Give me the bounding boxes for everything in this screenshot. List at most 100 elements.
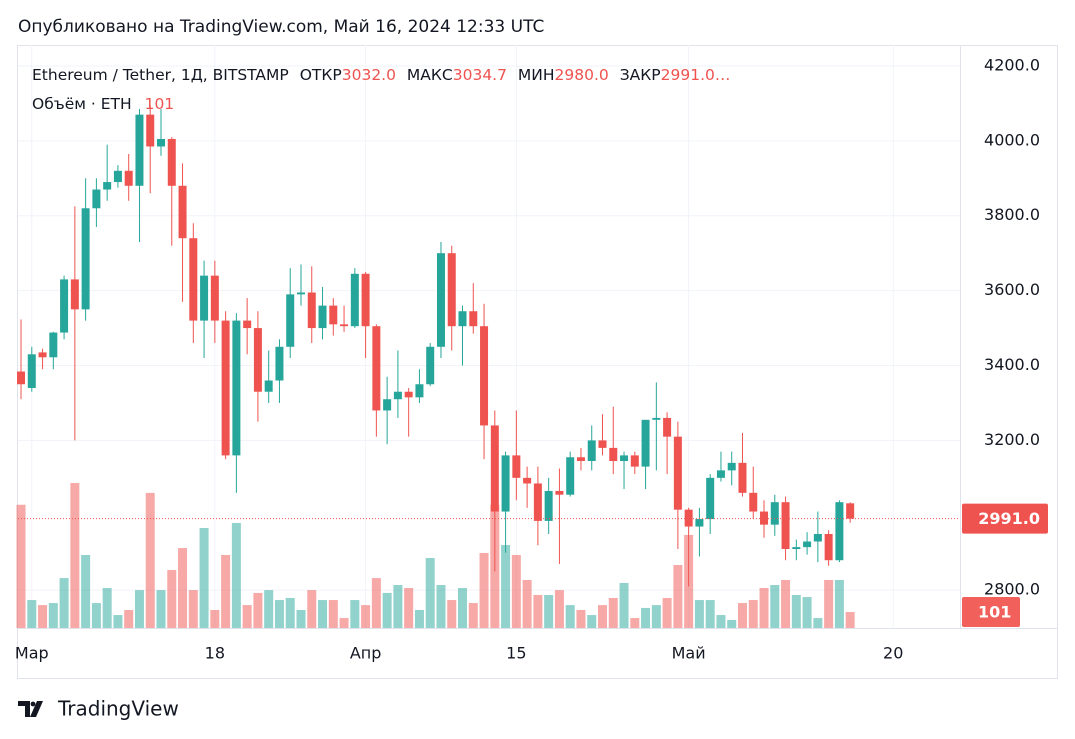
candle-body <box>835 502 844 561</box>
candle-body <box>803 541 812 548</box>
candle-body <box>684 509 693 527</box>
y-tick-label: 3600.0 <box>984 280 1040 299</box>
volume-bar <box>124 609 134 628</box>
volume-bar <box>630 618 640 628</box>
candle-body <box>189 238 198 321</box>
candle-body <box>663 417 672 437</box>
legend-value: 2991.0… <box>661 66 731 84</box>
candle-body <box>92 189 101 209</box>
candle-body <box>426 346 435 385</box>
volume-bar <box>70 482 80 628</box>
volume-bar <box>38 605 48 628</box>
volume-bar <box>81 555 91 628</box>
candle-body <box>436 253 445 347</box>
candle-body <box>480 326 489 426</box>
volume-bar <box>102 588 112 628</box>
candle-body <box>350 273 359 327</box>
candle-body <box>587 440 596 462</box>
volume-bar <box>210 609 220 628</box>
candle-body <box>523 477 532 484</box>
candle-body <box>555 490 564 495</box>
legend-label: Объём · ETH <box>32 95 132 113</box>
volume-bar <box>231 522 241 628</box>
candle-body <box>652 417 661 420</box>
volume-bar <box>339 618 349 628</box>
volume-bar <box>694 600 704 628</box>
legend-value: 3034.7 <box>453 66 507 84</box>
volume-bar <box>597 605 607 628</box>
volume-bar <box>296 609 306 628</box>
y-tick-label: 2800.0 <box>984 580 1040 599</box>
volume-bar <box>533 594 543 628</box>
candle-body <box>716 470 725 478</box>
volume-bar <box>813 618 823 628</box>
volume-bar <box>48 603 58 628</box>
volume-bar <box>651 605 661 628</box>
footer-brand: TradingView <box>57 697 179 721</box>
candle-body <box>232 320 241 456</box>
candle-body <box>393 391 402 400</box>
candle-body <box>576 457 585 462</box>
volume-bar <box>264 590 274 628</box>
volume-bar <box>522 579 532 628</box>
volume-bar <box>748 600 758 628</box>
y-tick-label: 4000.0 <box>984 130 1040 149</box>
legend-value: 101 <box>145 95 175 113</box>
volume-bar <box>447 600 457 628</box>
y-tick-label: 3200.0 <box>984 430 1040 449</box>
volume-bar <box>414 609 424 628</box>
price-tag-label: 2991.0 <box>978 509 1040 528</box>
candle-body <box>27 354 36 388</box>
volume-bar <box>501 545 511 628</box>
candle-body <box>38 352 47 358</box>
candle-body <box>544 490 553 521</box>
volume-bar <box>27 600 37 628</box>
volume-bar <box>802 597 812 628</box>
volume-bar <box>361 605 371 628</box>
volume-bar <box>705 600 715 628</box>
candle-body <box>447 253 456 327</box>
candle-body <box>275 346 284 381</box>
candle-body <box>124 170 133 186</box>
candle-body <box>598 440 607 448</box>
volume-bar <box>274 600 284 628</box>
volume-tag-label: 101 <box>978 603 1011 622</box>
volume-bar <box>554 590 564 628</box>
candle-body <box>824 534 833 561</box>
candle-body <box>673 436 682 510</box>
candle-body <box>469 311 478 327</box>
volume-bar <box>134 590 144 628</box>
volume-bar <box>199 527 209 628</box>
candle-body <box>695 519 704 527</box>
chart-frame <box>17 45 1058 679</box>
legend-label: ОТКР <box>300 66 342 84</box>
candle-body <box>157 138 166 147</box>
candle-body <box>286 294 295 347</box>
candle-body <box>760 511 769 525</box>
candle-body <box>770 502 779 525</box>
volume-bar <box>511 555 521 628</box>
volume-bar <box>188 590 198 628</box>
x-tick-label: Апр <box>350 644 382 663</box>
volume-bar <box>781 579 791 628</box>
candle-body <box>738 462 747 493</box>
candle-body <box>70 279 79 310</box>
volume-bar <box>436 585 446 628</box>
candle-body <box>512 455 521 478</box>
legend-symbol: Ethereum / Tether, 1Д, BITSTAMP <box>32 66 289 84</box>
candle-body <box>243 320 252 329</box>
volume-bar <box>737 603 747 628</box>
candle-body <box>361 273 370 327</box>
volume-bar <box>307 590 317 628</box>
volume-bar <box>425 558 435 628</box>
candle-body <box>727 462 736 471</box>
candle-body <box>458 311 467 327</box>
x-tick-label: 20 <box>883 644 903 663</box>
volume-bar <box>371 578 381 628</box>
volume-bar <box>576 609 586 628</box>
candle-body <box>318 305 327 329</box>
volume-bar <box>285 597 295 628</box>
volume-bar <box>253 592 263 628</box>
volume-bar <box>791 594 801 628</box>
volume-bar <box>834 579 844 628</box>
